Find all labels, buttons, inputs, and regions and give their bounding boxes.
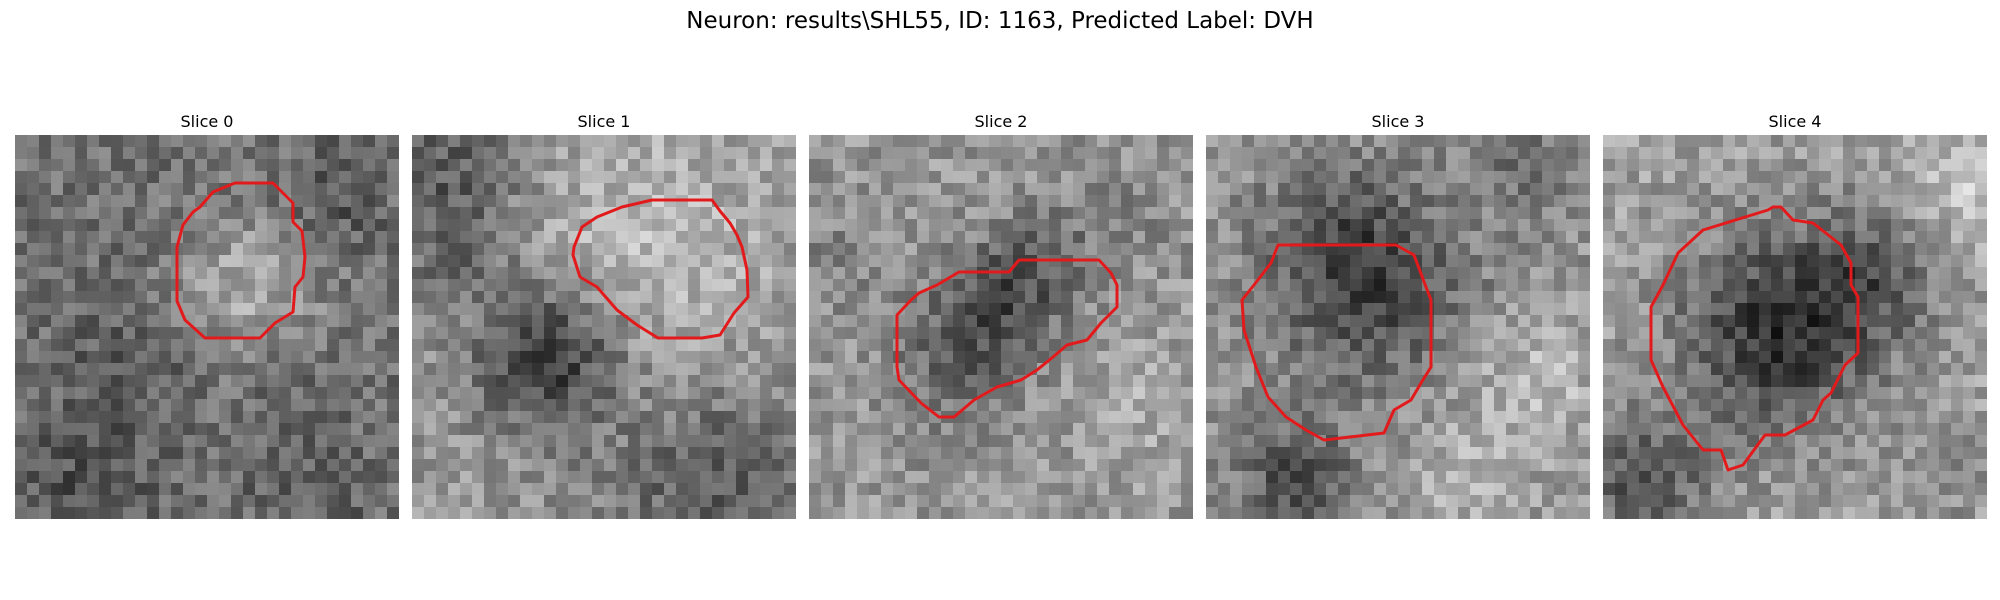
roi-contour <box>571 198 750 340</box>
slice-panel-0: Slice 0 <box>15 112 399 519</box>
slice-panel-1: Slice 1 <box>412 112 796 519</box>
slice-title-1: Slice 1 <box>577 112 631 131</box>
slice-image-3 <box>1206 135 1590 519</box>
roi-contour-overlay <box>571 198 750 340</box>
slice-panel-3: Slice 3 <box>1206 112 1590 519</box>
grayscale-slice-image <box>809 135 1193 519</box>
roi-contour <box>1240 243 1433 442</box>
grayscale-slice-image <box>412 135 796 519</box>
figure-title: Neuron: results\SHL55, ID: 1163, Predict… <box>686 8 1314 34</box>
roi-contour <box>1649 205 1860 472</box>
roi-contour-overlay <box>1240 243 1433 442</box>
roi-contour-overlay <box>175 181 307 340</box>
slice-image-1 <box>412 135 796 519</box>
slice-panel-2: Slice 2 <box>809 112 1193 519</box>
slice-title-3: Slice 3 <box>1371 112 1425 131</box>
slice-panel-4: Slice 4 <box>1603 112 1987 519</box>
slice-title-0: Slice 0 <box>180 112 234 131</box>
grayscale-slice-image <box>1603 135 1987 519</box>
slice-title-2: Slice 2 <box>974 112 1028 131</box>
roi-contour-overlay <box>895 258 1119 419</box>
slice-image-0 <box>15 135 399 519</box>
roi-contour <box>895 258 1119 419</box>
slice-image-4 <box>1603 135 1987 519</box>
roi-contour-overlay <box>1649 205 1860 472</box>
slice-image-2 <box>809 135 1193 519</box>
grayscale-slice-image <box>1206 135 1590 519</box>
slice-title-4: Slice 4 <box>1768 112 1822 131</box>
roi-contour <box>175 181 307 340</box>
